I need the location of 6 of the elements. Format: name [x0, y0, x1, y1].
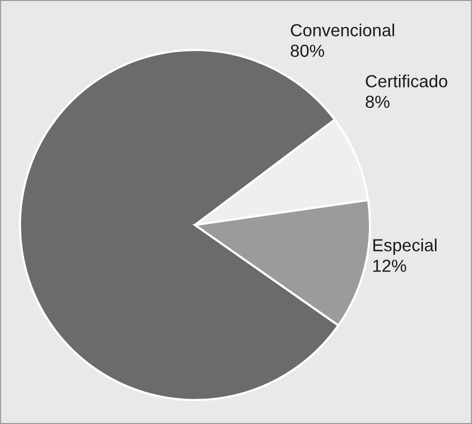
- slice-label: Convencional: [290, 24, 394, 36]
- data-label: 8%: [366, 96, 390, 108]
- data-label: 80%: [290, 44, 324, 57]
- data-label: 12%: [373, 260, 406, 272]
- slice-label: Certificado: [366, 74, 448, 88]
- slice-label: Especial: [373, 238, 436, 255]
